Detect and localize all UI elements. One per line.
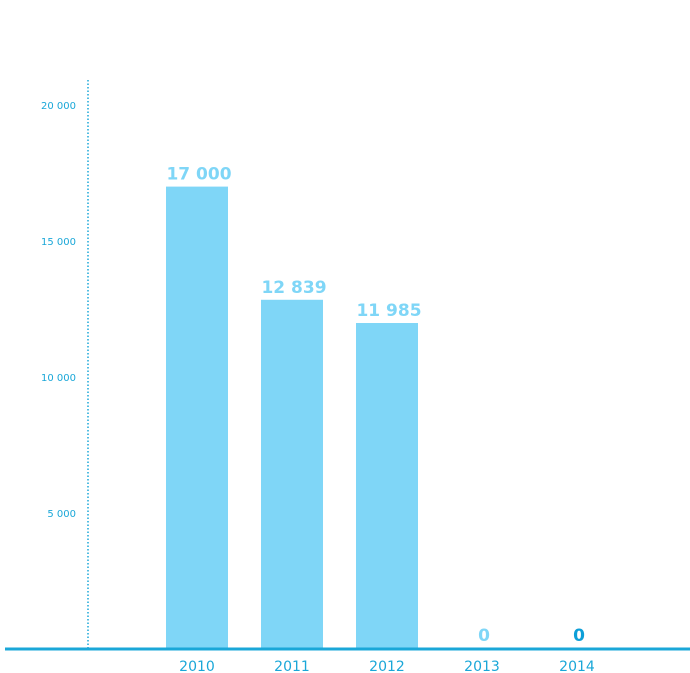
value-label-2010: 17 000 bbox=[166, 165, 231, 185]
value-label-2012: 11 985 bbox=[356, 301, 421, 321]
y-axis: 5 000 10 000 15 000 20 000 bbox=[41, 80, 89, 649]
bar-2011 bbox=[261, 299, 323, 649]
value-labels: 17 000 12 839 11 985 0 0 bbox=[166, 165, 585, 646]
y-tick-label: 20 000 bbox=[41, 101, 76, 112]
value-label-2013: 0 bbox=[478, 626, 490, 646]
y-tick-label: 15 000 bbox=[41, 237, 76, 248]
bar-2012 bbox=[356, 323, 418, 649]
y-tick-label: 10 000 bbox=[41, 373, 76, 384]
x-tick-label-2014: 2014 bbox=[559, 659, 595, 673]
value-label-2011: 12 839 bbox=[261, 278, 326, 298]
bars bbox=[166, 186, 418, 649]
x-tick-label-2013: 2013 bbox=[464, 659, 500, 673]
bar-2010 bbox=[166, 186, 228, 649]
x-axis: 2010 2011 2012 2013 2014 bbox=[5, 647, 690, 673]
value-label-2014: 0 bbox=[573, 626, 585, 646]
x-tick-label-2011: 2011 bbox=[274, 659, 310, 673]
x-tick-label-2010: 2010 bbox=[179, 659, 215, 673]
x-tick-label-2012: 2012 bbox=[369, 659, 405, 673]
y-tick-label: 5 000 bbox=[47, 509, 76, 520]
